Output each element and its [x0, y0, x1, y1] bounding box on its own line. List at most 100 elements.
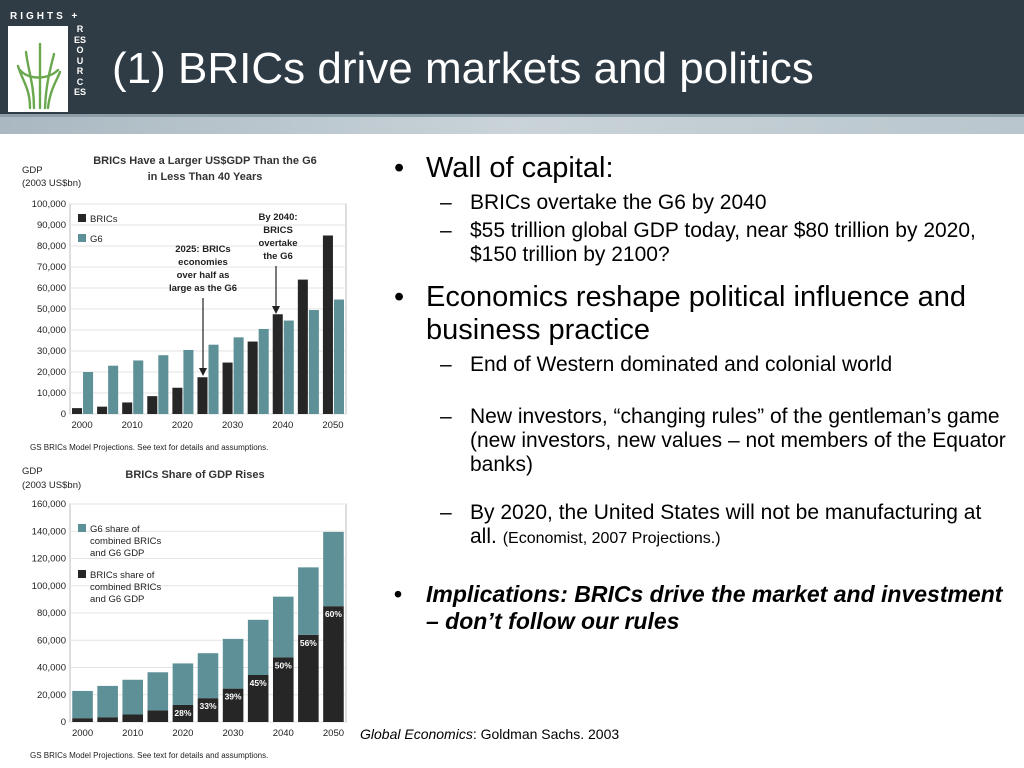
chart2-bar-brics-share: [323, 606, 344, 722]
chart1-ytick-label: 50,000: [37, 304, 66, 315]
chart1-bar-brics: [147, 396, 158, 414]
legend-swatch-g6-share: [78, 524, 86, 532]
chart2-bar-g6-share: [122, 679, 144, 715]
chart2-ytick-label: 160,000: [32, 499, 66, 510]
annotation-2025-line4: large as the G6: [169, 283, 237, 294]
legend-swatch-brics-share: [78, 570, 86, 578]
dash-marker: –: [440, 219, 452, 242]
chart2-bar-g6-share: [222, 638, 244, 689]
chart2-data-label: 39%: [225, 692, 242, 702]
bullet-text: Wall of capital:: [426, 152, 614, 184]
chart1-title-line2: in Less Than 40 Years: [148, 171, 263, 183]
chart1-xtick-label: 2040: [272, 420, 293, 431]
slide-title: (1) BRICs drive markets and politics: [112, 44, 814, 93]
chart2-bar-brics-share: [97, 717, 118, 722]
rights-resources-logo: RIGHTS + RESOURCES: [4, 4, 96, 112]
dash-marker: –: [440, 353, 452, 376]
chart1-bar-g6: [258, 328, 269, 414]
chart2-bar-brics-share: [247, 674, 269, 722]
header-divider: [0, 114, 1024, 117]
legend-label-g6: G6: [90, 234, 103, 245]
chart2-bar-brics-share: [222, 688, 244, 722]
sub-bullet-new-investors: – New investors, “changing rules” of the…: [380, 405, 1010, 477]
bullet-wall-of-capital: • Wall of capital:: [380, 152, 1010, 185]
chart2-xtick-label: 2000: [72, 728, 93, 739]
chart1-bar-g6: [308, 310, 319, 414]
chart1-legend: BRICs G6: [78, 214, 118, 245]
chart1-bar-brics: [172, 387, 183, 414]
chart2-ylabel-line2: (2003 US$bn): [22, 480, 81, 491]
hand-leaf-icon: [16, 42, 62, 110]
source-citation: Global Economics: Goldman Sachs. 2003: [360, 726, 619, 742]
sub-bullet-overtake: – BRICs overtake the G6 by 2040: [380, 191, 1010, 215]
logo-emblem: [8, 26, 68, 112]
chart1-xtick-label: 2010: [122, 420, 143, 431]
sub-bullet-text: $55 trillion global GDP today, near $80 …: [470, 219, 976, 266]
chart2-ylabel-line1: GDP: [22, 466, 43, 477]
annotation-2025-line1: 2025: BRICs: [175, 244, 230, 255]
chart1-bar-g6: [158, 355, 169, 414]
legend-g6-share-line3: and G6 GDP: [90, 548, 144, 559]
chart1-ytick-label: 40,000: [37, 325, 66, 336]
bullet-text: Implications: BRICs drive the market and…: [426, 581, 1003, 634]
chart1-bar-g6: [183, 349, 194, 414]
chart2-bar-g6-share: [147, 672, 169, 711]
chart1-bar-g6: [83, 372, 94, 414]
chart2-bar-g6-share: [197, 653, 219, 699]
chart1-bar-brics: [97, 406, 108, 414]
annotation-2040-line4: the G6: [263, 251, 293, 262]
chart1-bar-g6: [283, 320, 294, 414]
source-title: Global Economics: [360, 726, 473, 742]
chart2-bar-brics-share: [72, 718, 93, 722]
chart2-bar-g6-share: [298, 567, 319, 635]
sub-bullet-global-gdp: – $55 trillion global GDP today, near $8…: [380, 219, 1010, 267]
legend-g6-share-line2: combined BRICs: [90, 536, 162, 547]
legend-brics-share-line1: BRICs share of: [90, 570, 155, 581]
chart2-bar-brics-share: [197, 698, 219, 722]
chart1-bar-g6: [233, 337, 244, 414]
sub-bullet-text: New investors, “changing rules” of the g…: [470, 405, 1006, 476]
bric-gdp-bar-chart: GDP (2003 US$bn) BRICs Have a Larger US$…: [22, 155, 347, 452]
chart1-ylabel-line1: GDP: [22, 165, 43, 176]
chart2-xtick-label: 2030: [223, 728, 244, 739]
annotation-2040: By 2040: BRICS overtake the G6: [258, 212, 298, 314]
chart2-bar-brics-share: [298, 634, 319, 722]
chart1-ytick-label: 20,000: [37, 367, 66, 378]
legend-brics-share-line2: combined BRICs: [90, 582, 162, 593]
slide-header: [0, 0, 1024, 122]
chart2-xtick-label: 2010: [122, 728, 143, 739]
bullet-implications: • Implications: BRICs drive the market a…: [380, 581, 1010, 635]
annotation-2040-line2: BRICS: [263, 225, 293, 236]
chart1-source-note: GS BRICs Model Projections. See text for…: [30, 443, 268, 452]
dash-marker: –: [440, 501, 452, 524]
chart2-bar-g6-share: [97, 685, 118, 718]
annotation-2025: 2025: BRICs economies over half as large…: [169, 244, 237, 376]
chart1-ytick-label: 30,000: [37, 346, 66, 357]
chart1-bar-brics: [72, 408, 83, 414]
chart2-ytick-label: 60,000: [37, 635, 66, 646]
sub-bullet-text: End of Western dominated and colonial wo…: [470, 353, 893, 376]
bric-share-stacked-chart: GDP (2003 US$bn) BRICs Share of GDP Rise…: [22, 466, 347, 760]
chart2-xtick-label: 2040: [273, 728, 294, 739]
chart1-xtick-label: 2050: [322, 420, 343, 431]
chart1-bar-brics: [122, 402, 133, 414]
chart1-bar-brics: [247, 341, 258, 414]
chart1-xtick-label: 2000: [71, 420, 92, 431]
chart1-bar-g6: [333, 299, 344, 414]
chart2-source-note: GS BRICs Model Projections. See text for…: [30, 751, 268, 760]
chart2-ytick-label: 80,000: [37, 608, 66, 619]
chart2-ytick-label: 120,000: [32, 554, 66, 565]
chart2-data-label: 45%: [250, 678, 267, 688]
logo-text-side: RESOURCES: [74, 24, 87, 97]
bullet-marker: •: [394, 152, 405, 184]
bullet-marker: •: [394, 281, 405, 313]
chart2-bar-brics-share: [147, 710, 169, 722]
legend-label-brics: BRICs: [90, 214, 118, 225]
chart2-bar-g6-share: [247, 619, 269, 675]
chart1-ytick-label: 80,000: [37, 241, 66, 252]
chart1-ytick-label: 100,000: [32, 199, 66, 210]
chart2-data-label: 50%: [275, 660, 292, 670]
chart2-data-label: 33%: [199, 701, 216, 711]
chart2-title: BRICs Share of GDP Rises: [125, 469, 264, 481]
chart2-ytick-label: 0: [61, 717, 66, 728]
